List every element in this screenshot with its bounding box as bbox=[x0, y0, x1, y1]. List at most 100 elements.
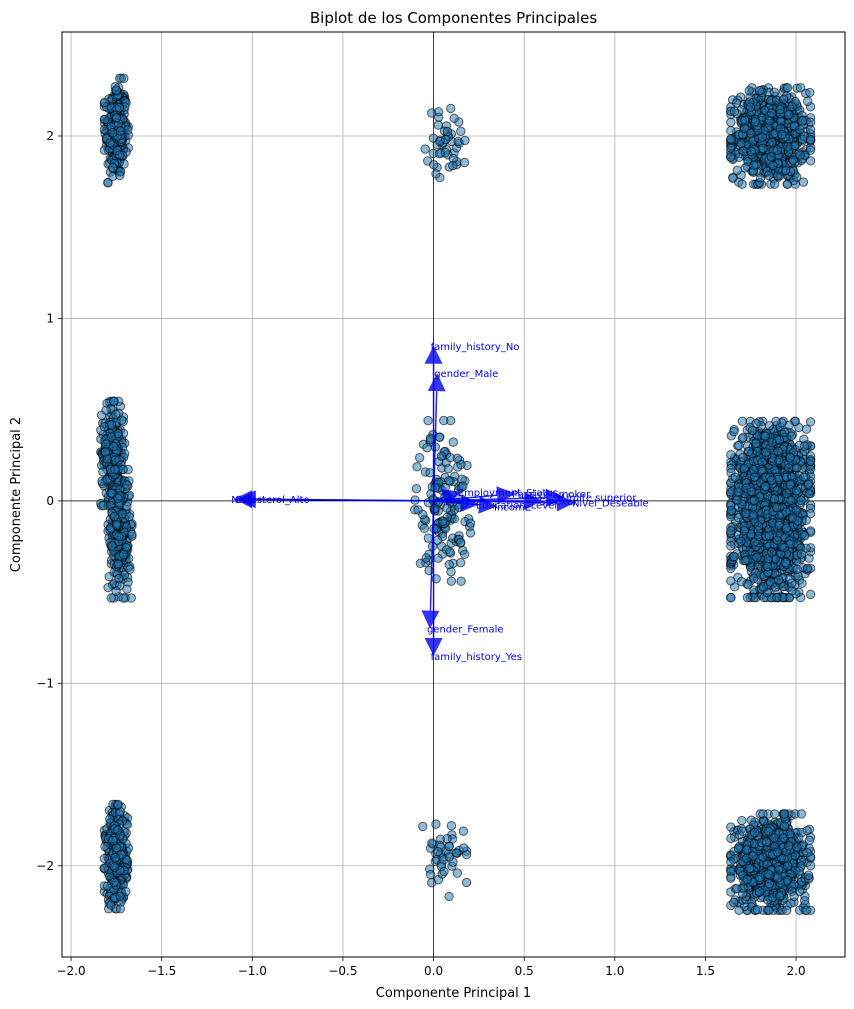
data-point bbox=[421, 553, 431, 563]
data-point bbox=[772, 847, 783, 857]
data-point bbox=[444, 891, 454, 902]
data-point bbox=[425, 869, 436, 880]
data-point bbox=[736, 536, 746, 547]
data-point bbox=[742, 874, 752, 885]
data-point bbox=[726, 117, 736, 127]
arrow-label: family_history_Yes bbox=[431, 652, 522, 663]
data-point bbox=[111, 112, 122, 123]
x-tick-label: −1.0 bbox=[238, 964, 267, 978]
x-tick-label: 2.0 bbox=[787, 964, 806, 978]
data-point bbox=[794, 833, 804, 843]
data-point bbox=[459, 157, 470, 168]
data-point bbox=[107, 127, 118, 138]
data-point bbox=[115, 891, 125, 901]
data-point bbox=[775, 104, 785, 115]
data-point bbox=[745, 102, 756, 112]
data-point bbox=[444, 852, 454, 862]
data-point bbox=[726, 449, 736, 460]
arrow-label: Income bbox=[494, 502, 531, 513]
x-tick-label: 0.0 bbox=[424, 964, 443, 978]
data-point bbox=[755, 173, 766, 183]
data-point bbox=[726, 143, 736, 153]
data-point bbox=[106, 432, 117, 442]
data-point bbox=[117, 508, 127, 519]
data-point bbox=[448, 437, 458, 447]
data-point bbox=[105, 814, 115, 824]
data-point bbox=[115, 126, 126, 136]
x-tick-label: 0.5 bbox=[515, 964, 534, 978]
data-point bbox=[737, 815, 747, 826]
data-point bbox=[733, 487, 743, 497]
data-point bbox=[427, 838, 437, 848]
data-point bbox=[764, 905, 774, 915]
data-point bbox=[423, 415, 433, 426]
data-point bbox=[766, 152, 776, 162]
data-point bbox=[122, 480, 132, 490]
y-tick-label: −1 bbox=[36, 676, 54, 690]
data-point bbox=[103, 178, 113, 188]
data-point bbox=[438, 516, 448, 527]
data-point bbox=[448, 160, 458, 171]
data-point bbox=[127, 529, 137, 539]
data-point bbox=[801, 515, 811, 525]
data-point bbox=[738, 452, 748, 463]
data-point bbox=[433, 120, 443, 130]
data-point bbox=[726, 134, 736, 144]
data-point bbox=[774, 891, 785, 901]
data-point bbox=[765, 116, 775, 126]
data-point bbox=[779, 821, 790, 831]
data-point bbox=[737, 416, 748, 427]
data-point bbox=[804, 489, 814, 499]
data-point bbox=[456, 126, 466, 136]
data-point bbox=[753, 521, 764, 531]
data-point bbox=[803, 870, 814, 880]
data-point bbox=[741, 508, 751, 519]
data-point bbox=[458, 826, 469, 836]
data-point bbox=[444, 559, 454, 570]
data-point bbox=[439, 866, 449, 877]
data-point bbox=[106, 420, 117, 430]
data-point bbox=[125, 564, 135, 575]
data-point bbox=[773, 873, 783, 883]
data-point bbox=[786, 495, 796, 506]
data-point bbox=[805, 456, 816, 466]
x-tick-label: 1.0 bbox=[605, 964, 624, 978]
data-point bbox=[805, 860, 816, 871]
data-point bbox=[440, 134, 451, 145]
arrow-label: family_history_No bbox=[431, 342, 520, 353]
data-point bbox=[746, 486, 757, 497]
data-point bbox=[100, 447, 111, 457]
data-point bbox=[788, 155, 798, 165]
data-point bbox=[803, 479, 814, 490]
data-point bbox=[796, 809, 807, 819]
data-point bbox=[772, 535, 782, 545]
data-point bbox=[761, 837, 772, 847]
arrow-label: gender_Female bbox=[427, 625, 504, 636]
data-point bbox=[459, 843, 469, 853]
data-point bbox=[426, 108, 437, 118]
data-point bbox=[110, 853, 120, 863]
data-point bbox=[761, 447, 771, 457]
data-point bbox=[785, 453, 795, 463]
data-point bbox=[746, 146, 756, 157]
data-point bbox=[726, 592, 736, 603]
data-point bbox=[767, 108, 777, 118]
data-point bbox=[730, 472, 740, 482]
data-point bbox=[434, 432, 445, 442]
data-point bbox=[802, 905, 812, 915]
data-point bbox=[110, 464, 120, 475]
data-point bbox=[444, 476, 454, 486]
data-point bbox=[734, 905, 744, 915]
data-point bbox=[446, 821, 457, 831]
data-point bbox=[119, 73, 129, 84]
data-point bbox=[99, 97, 110, 107]
data-point bbox=[764, 420, 775, 431]
x-tick-label: −2.0 bbox=[56, 964, 85, 978]
data-point bbox=[772, 592, 782, 603]
data-point bbox=[726, 541, 736, 551]
data-point bbox=[744, 85, 754, 96]
data-point bbox=[782, 861, 793, 871]
x-tick-label: −1.5 bbox=[147, 964, 176, 978]
